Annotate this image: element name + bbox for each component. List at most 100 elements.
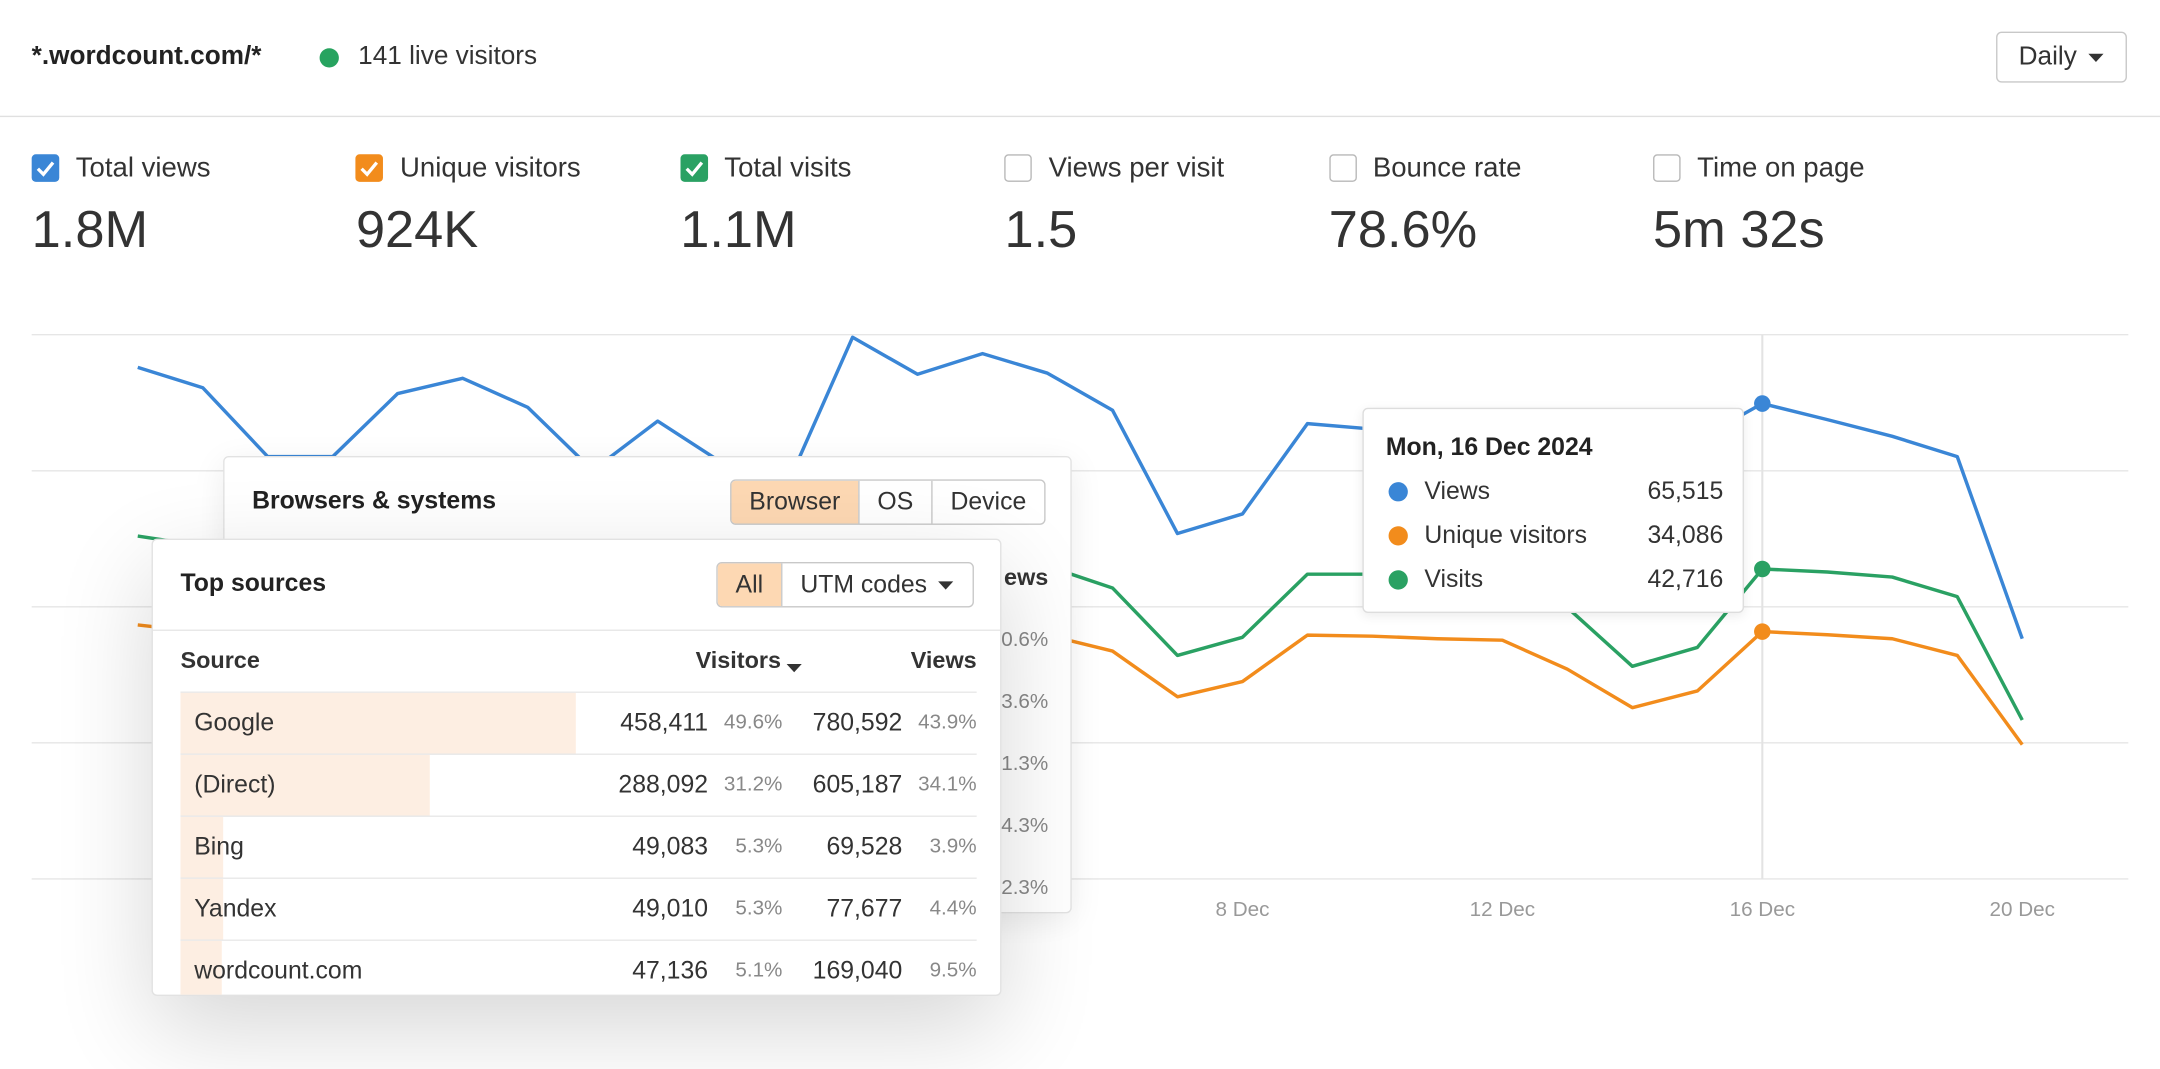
- cell-pct: 3.6%: [1001, 690, 1049, 714]
- views-count: 780,592: [812, 708, 903, 736]
- visitors-count: 49,083: [632, 832, 709, 860]
- check-mark: [360, 161, 379, 177]
- metric-checkbox[interactable]: [31, 154, 60, 182]
- views-pct: 9.5%: [929, 958, 977, 983]
- visitors-count: 47,136: [632, 956, 709, 984]
- visitors-pct: 49.6%: [723, 710, 783, 735]
- x-tick-label: 16 Dec: [1730, 898, 1795, 921]
- tooltip-series-name: Views: [1424, 476, 1491, 505]
- caret-shape: [786, 663, 802, 673]
- tooltip-title: Mon, 16 Dec 2024: [1385, 432, 1593, 461]
- share-bar: [180, 754, 430, 816]
- cell-pct: 2.3%: [1001, 876, 1049, 900]
- check-path: [360, 161, 379, 177]
- tab-label: OS: [877, 487, 914, 516]
- views-pct: 4.4%: [929, 896, 977, 921]
- tooltip-dot: [1388, 570, 1408, 590]
- metric-label: Views per visit: [1048, 152, 1225, 184]
- check-mark: [685, 161, 703, 177]
- row-divider: [180, 691, 977, 693]
- visitors-pct: 31.2%: [723, 772, 783, 797]
- views-pct: 43.9%: [918, 710, 977, 735]
- tab-label: All: [735, 570, 764, 598]
- tooltip-value: 34,086: [1647, 520, 1724, 549]
- tab[interactable]: UTM codes: [781, 563, 973, 607]
- share-bar: [180, 692, 577, 754]
- row-divider: [180, 815, 977, 817]
- sort-caret: [786, 663, 802, 673]
- metric-value: 1.8M: [31, 201, 149, 260]
- tooltip-series-name: Unique visitors: [1424, 520, 1588, 549]
- metric-value: 1.5: [1004, 201, 1078, 260]
- tab[interactable]: All: [717, 563, 782, 607]
- metric-label: Total visits: [724, 152, 852, 184]
- tooltip-dot: [1388, 526, 1408, 546]
- metric-checkbox[interactable]: [355, 154, 384, 182]
- check-path: [36, 161, 55, 177]
- metric-label: Total views: [75, 152, 211, 184]
- caret-shape: [2087, 53, 2103, 62]
- column-header: Views: [910, 647, 977, 674]
- metric-checkbox[interactable]: [1004, 154, 1033, 182]
- share-bar: [180, 816, 223, 878]
- source-name: Bing: [194, 832, 244, 860]
- tab[interactable]: OS: [858, 480, 931, 524]
- metric-label: Time on page: [1697, 152, 1865, 184]
- visitors-count: 288,092: [618, 770, 709, 798]
- tab-group: Browser OS Device: [730, 479, 1046, 525]
- metric-label: Unique visitors: [400, 152, 581, 184]
- row-divider: [180, 877, 977, 879]
- period-caret: [2087, 53, 2103, 62]
- share-bar: [180, 940, 222, 995]
- tab-label: UTM codes: [800, 570, 928, 598]
- metric-checkbox[interactable]: [680, 154, 708, 182]
- views-count: 69,528: [826, 832, 903, 860]
- visitors-count: 49,010: [632, 894, 709, 922]
- metric-checkbox[interactable]: [1328, 154, 1357, 182]
- card-title: Browsers & systems: [252, 486, 497, 515]
- header-divider: [0, 115, 2160, 118]
- share-bar: [180, 878, 223, 940]
- card-title: Top sources: [180, 569, 327, 597]
- tab-caret: [938, 580, 954, 589]
- column-header[interactable]: Visitors: [695, 647, 782, 674]
- tab-label: Device: [950, 487, 1027, 516]
- tab[interactable]: Device: [931, 480, 1044, 524]
- visitors-pct: 5.1%: [735, 958, 783, 983]
- visitors-pct: 5.3%: [735, 834, 783, 859]
- x-tick-label: 8 Dec: [1215, 898, 1269, 921]
- column-header: ews: [1004, 564, 1049, 591]
- views-count: 169,040: [812, 956, 903, 984]
- column-header: Source: [180, 647, 260, 674]
- hover-point: [1754, 395, 1771, 412]
- check-path: [685, 161, 703, 177]
- metric-value: 78.6%: [1328, 201, 1478, 260]
- views-count: 77,677: [826, 894, 903, 922]
- cell-pct: 1.3%: [1001, 752, 1049, 776]
- site-name: *.wordcount.com/*: [31, 42, 262, 72]
- row-divider: [180, 753, 977, 755]
- visitors-pct: 5.3%: [735, 896, 783, 921]
- visitors-count: 458,411: [620, 708, 709, 736]
- metric-label: Bounce rate: [1372, 152, 1522, 184]
- period-select[interactable]: Daily: [1996, 31, 2127, 83]
- views-pct: 3.9%: [929, 834, 977, 859]
- source-name: (Direct): [194, 770, 276, 798]
- hover-point: [1754, 623, 1771, 640]
- views-pct: 34.1%: [918, 772, 977, 797]
- source-name: Google: [194, 708, 275, 736]
- cell-pct: 4.3%: [1001, 814, 1049, 838]
- x-tick-label: 20 Dec: [1990, 898, 2055, 921]
- tooltip: Mon, 16 Dec 2024 Views 65,515 Unique visito…: [1362, 407, 1744, 614]
- check-mark: [36, 161, 55, 177]
- caret-shape: [938, 580, 954, 589]
- hover-point: [1754, 560, 1771, 578]
- views-count: 605,187: [812, 770, 903, 798]
- source-name: wordcount.com: [194, 956, 363, 984]
- tooltip-value: 65,515: [1647, 476, 1724, 505]
- metric-checkbox[interactable]: [1653, 154, 1681, 182]
- tooltip-dot: [1388, 482, 1408, 502]
- table-divider: [152, 629, 1001, 631]
- tab[interactable]: Browser: [731, 480, 859, 524]
